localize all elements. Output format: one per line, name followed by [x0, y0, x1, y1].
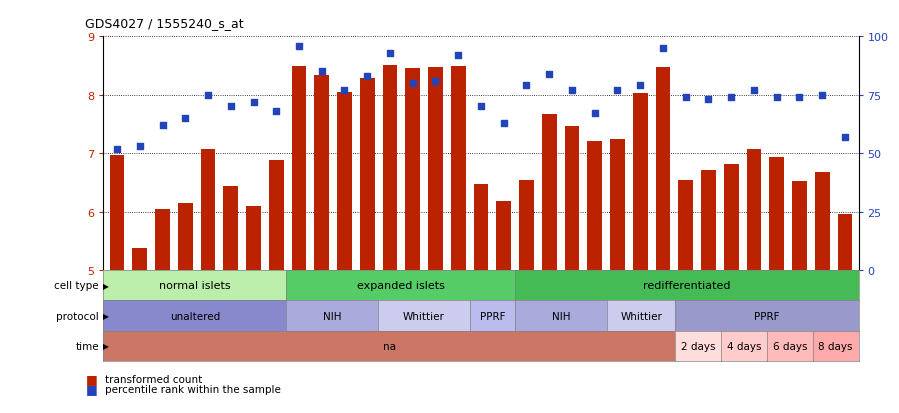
Text: Whittier: Whittier: [403, 311, 445, 321]
Bar: [792, 181, 806, 271]
Bar: [610, 140, 625, 271]
Bar: [315, 76, 329, 271]
Point: [269, 109, 283, 115]
Bar: [496, 201, 512, 271]
Text: Whittier: Whittier: [620, 311, 662, 321]
Point: [520, 83, 534, 90]
Bar: [814, 173, 830, 271]
Point: [315, 69, 329, 76]
Bar: [428, 67, 443, 271]
Bar: [770, 157, 784, 271]
Point: [679, 95, 693, 101]
Text: 8 days: 8 days: [818, 341, 853, 351]
Bar: [746, 150, 761, 271]
Bar: [587, 142, 602, 271]
Text: PPRF: PPRF: [480, 311, 505, 321]
Point: [428, 78, 442, 85]
Bar: [337, 93, 352, 271]
Point: [200, 92, 215, 99]
Point: [451, 52, 466, 59]
Point: [132, 144, 147, 150]
Point: [542, 71, 556, 78]
Point: [383, 50, 397, 57]
Point: [747, 88, 761, 94]
Point: [246, 99, 261, 106]
Point: [156, 123, 170, 129]
Point: [815, 92, 830, 99]
Point: [224, 104, 238, 111]
Bar: [200, 150, 216, 271]
Text: 4 days: 4 days: [727, 341, 761, 351]
Point: [178, 116, 192, 122]
Point: [838, 134, 852, 141]
Text: ▶: ▶: [102, 311, 109, 320]
Point: [770, 95, 784, 101]
Text: 2 days: 2 days: [681, 341, 716, 351]
Point: [110, 146, 124, 152]
Bar: [474, 185, 488, 271]
Bar: [565, 127, 579, 271]
Point: [565, 88, 579, 94]
Point: [588, 111, 602, 117]
Point: [474, 104, 488, 111]
Point: [633, 83, 647, 90]
Bar: [156, 210, 170, 271]
Text: GDS4027 / 1555240_s_at: GDS4027 / 1555240_s_at: [85, 17, 244, 29]
Bar: [132, 248, 147, 271]
Point: [792, 95, 806, 101]
Text: time: time: [76, 341, 99, 351]
Bar: [269, 160, 284, 271]
Text: expanded islets: expanded islets: [357, 280, 445, 291]
Point: [724, 95, 738, 101]
Text: unaltered: unaltered: [170, 311, 220, 321]
Bar: [246, 206, 261, 271]
Text: PPRF: PPRF: [754, 311, 779, 321]
Text: protocol: protocol: [56, 311, 99, 321]
Bar: [360, 79, 375, 271]
Text: ■: ■: [85, 382, 97, 395]
Text: NIH: NIH: [323, 311, 342, 321]
Text: ▶: ▶: [102, 342, 109, 350]
Text: cell type: cell type: [54, 280, 99, 291]
Point: [292, 43, 307, 50]
Bar: [519, 180, 534, 271]
Bar: [178, 204, 192, 271]
Point: [360, 74, 374, 80]
Bar: [405, 69, 420, 271]
Point: [496, 120, 511, 127]
Bar: [701, 171, 716, 271]
Text: NIH: NIH: [552, 311, 570, 321]
Point: [610, 88, 625, 94]
Bar: [655, 67, 671, 271]
Bar: [838, 214, 852, 271]
Point: [337, 88, 352, 94]
Bar: [633, 94, 647, 271]
Text: na: na: [383, 341, 396, 351]
Text: normal islets: normal islets: [159, 280, 231, 291]
Bar: [291, 67, 307, 271]
Point: [701, 97, 716, 104]
Bar: [678, 180, 693, 271]
Text: 6 days: 6 days: [772, 341, 807, 351]
Bar: [450, 67, 466, 271]
Bar: [110, 156, 124, 271]
Bar: [542, 115, 556, 271]
Point: [405, 81, 420, 87]
Point: [655, 45, 670, 52]
Text: ■: ■: [85, 372, 97, 385]
Bar: [223, 187, 238, 271]
Text: redifferentiated: redifferentiated: [643, 280, 731, 291]
Bar: [383, 66, 397, 271]
Text: ▶: ▶: [102, 281, 109, 290]
Bar: [724, 164, 739, 271]
Text: percentile rank within the sample: percentile rank within the sample: [105, 384, 281, 394]
Text: transformed count: transformed count: [105, 374, 202, 384]
